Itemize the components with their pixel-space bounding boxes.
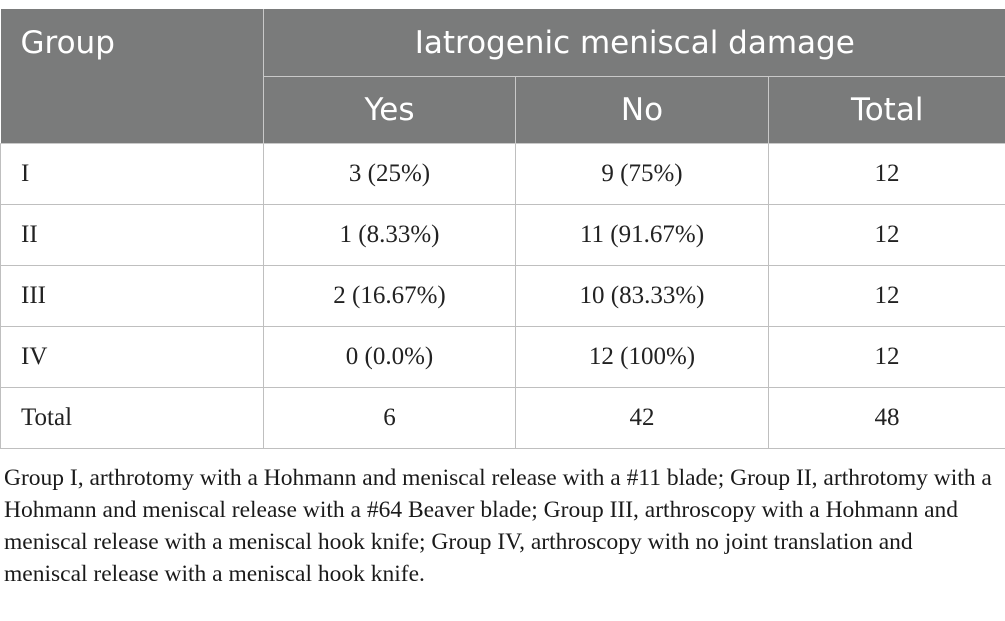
cell-group: III	[0, 265, 264, 327]
cell-total: 12	[768, 265, 1005, 327]
meniscal-damage-table: Group Iatrogenic meniscal damage Yes No …	[0, 9, 1005, 449]
header-iatrogenic-meniscal-damage: Iatrogenic meniscal damage	[263, 9, 1005, 77]
cell-no: 10 (83.33%)	[515, 265, 769, 327]
cell-total: 12	[768, 204, 1005, 266]
table-row: III 2 (16.67%) 10 (83.33%) 12	[0, 265, 1005, 327]
cell-yes: 2 (16.67%)	[263, 265, 516, 327]
table-row: IV 0 (0.0%) 12 (100%) 12	[0, 326, 1005, 388]
cell-total: 12	[768, 143, 1005, 205]
cell-no: 42	[515, 387, 769, 449]
cell-yes: 6	[263, 387, 516, 449]
header-group: Group	[0, 9, 264, 77]
header-yes: Yes	[263, 76, 516, 144]
cell-yes: 0 (0.0%)	[263, 326, 516, 388]
cell-group: Total	[0, 387, 264, 449]
header-row-1: Group Iatrogenic meniscal damage	[0, 9, 1005, 77]
cell-no: 12 (100%)	[515, 326, 769, 388]
cell-yes: 3 (25%)	[263, 143, 516, 205]
header-row-2: Yes No Total	[0, 76, 1005, 144]
table-body: I 3 (25%) 9 (75%) 12 II 1 (8.33%) 11 (91…	[0, 143, 1005, 449]
table-row: I 3 (25%) 9 (75%) 12	[0, 143, 1005, 205]
header-total: Total	[768, 76, 1005, 144]
cell-total: 48	[768, 387, 1005, 449]
table-row: II 1 (8.33%) 11 (91.67%) 12	[0, 204, 1005, 266]
cell-no: 11 (91.67%)	[515, 204, 769, 266]
header-no: No	[515, 76, 769, 144]
results-table-container: Group Iatrogenic meniscal damage Yes No …	[0, 9, 1005, 449]
cell-no: 9 (75%)	[515, 143, 769, 205]
header-group-empty	[0, 76, 264, 144]
table-footnote: Group I, arthrotomy with a Hohmann and m…	[4, 465, 992, 587]
cell-group: I	[0, 143, 264, 205]
cell-group: IV	[0, 326, 264, 388]
cell-total: 12	[768, 326, 1005, 388]
table-row-total: Total 6 42 48	[0, 387, 1005, 449]
table-header: Group Iatrogenic meniscal damage Yes No …	[0, 9, 1005, 144]
cell-group: II	[0, 204, 264, 266]
cell-yes: 1 (8.33%)	[263, 204, 516, 266]
